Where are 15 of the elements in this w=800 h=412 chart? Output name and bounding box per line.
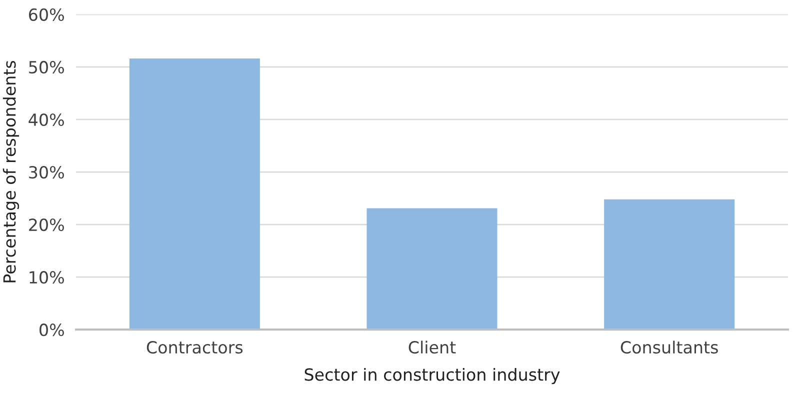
y-axis-title: Percentage of respondents bbox=[2, 60, 20, 282]
y-tick-label: 60% bbox=[29, 8, 64, 21]
bar bbox=[129, 58, 260, 330]
y-tick-label: 30% bbox=[29, 166, 64, 179]
y-tick-label: 50% bbox=[29, 60, 64, 74]
x-tick-label: Client bbox=[408, 340, 456, 354]
x-axis-title: Sector in construction industry bbox=[304, 368, 560, 384]
y-tick-label: 0% bbox=[40, 324, 64, 336]
x-tick-label: Consultants bbox=[620, 340, 718, 354]
bar bbox=[366, 208, 498, 330]
y-tick-label: 20% bbox=[29, 218, 64, 232]
y-tick-label: 40% bbox=[28, 113, 64, 126]
x-tick-label: Contractors bbox=[146, 341, 243, 354]
y-tick-label: 10% bbox=[30, 271, 64, 284]
bar bbox=[604, 199, 735, 330]
